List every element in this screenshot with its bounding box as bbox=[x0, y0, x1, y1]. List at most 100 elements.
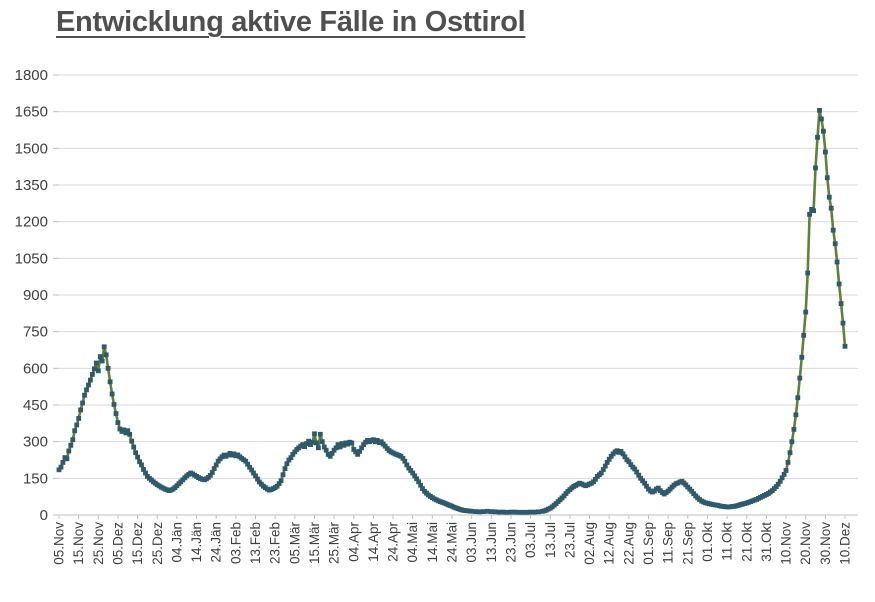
data-point-marker bbox=[247, 464, 252, 470]
y-axis-tick-label: 0 bbox=[40, 507, 48, 524]
x-axis-tick-label: 04.Mai bbox=[405, 522, 420, 563]
data-point-marker bbox=[832, 241, 838, 247]
y-axis-tick-label: 600 bbox=[23, 360, 48, 377]
x-axis-tick-label: 14.Apr bbox=[366, 522, 381, 562]
data-point-marker bbox=[496, 509, 502, 515]
data-point-marker bbox=[129, 438, 135, 444]
x-axis-tick-label: 05.Mär bbox=[287, 522, 302, 565]
data-point-marker bbox=[469, 508, 475, 514]
data-point-marker bbox=[245, 461, 250, 467]
x-axis-label-group: 22.Aug bbox=[621, 522, 636, 565]
data-point-marker bbox=[512, 509, 518, 515]
x-axis-label-group: 01.Sep bbox=[641, 522, 656, 565]
x-axis-tick-label: 23.Jul bbox=[562, 522, 577, 558]
data-point-marker bbox=[211, 466, 217, 471]
data-point-marker bbox=[280, 472, 286, 478]
x-axis-tick-label: 24.Apr bbox=[386, 522, 401, 562]
y-axis-tick-label: 1350 bbox=[15, 177, 48, 194]
data-point-marker bbox=[773, 484, 779, 489]
data-point-marker bbox=[66, 448, 72, 454]
y-axis-tick-label: 1200 bbox=[15, 214, 48, 231]
data-point-marker bbox=[783, 468, 789, 473]
data-point-marker bbox=[86, 382, 91, 388]
data-point-marker bbox=[600, 467, 606, 472]
data-point-marker bbox=[82, 392, 87, 398]
x-axis-label-group: 20.Nov bbox=[798, 522, 813, 565]
data-point-marker bbox=[105, 365, 111, 371]
y-axis-tick-label: 1800 bbox=[15, 67, 48, 84]
x-axis-tick-label: 02.Aug bbox=[582, 522, 597, 565]
data-point-marker bbox=[88, 377, 93, 383]
data-point-marker bbox=[787, 450, 793, 456]
x-axis-label-group: 10.Nov bbox=[779, 522, 794, 565]
data-point-marker bbox=[815, 134, 820, 140]
x-axis-label-group: 05.Nov bbox=[52, 522, 67, 565]
data-point-marker bbox=[64, 456, 70, 462]
data-point-marker bbox=[207, 473, 213, 478]
data-point-marker bbox=[80, 400, 85, 406]
x-axis-tick-label: 14.Jän bbox=[189, 522, 204, 563]
x-axis-tick-label: 03.Feb bbox=[228, 522, 243, 564]
data-point-marker bbox=[598, 470, 604, 476]
data-point-marker bbox=[97, 354, 103, 359]
data-point-marker bbox=[626, 459, 632, 465]
data-point-marker bbox=[516, 509, 522, 515]
x-axis-tick-label: 03.Jul bbox=[523, 522, 538, 558]
x-axis-tick-label: 20.Nov bbox=[798, 522, 813, 565]
data-point-marker bbox=[632, 466, 638, 472]
data-point-marker bbox=[528, 509, 533, 515]
x-axis-label-group: 15.Dez bbox=[130, 522, 145, 565]
data-point-marker bbox=[288, 455, 294, 460]
data-point-marker bbox=[255, 476, 260, 482]
y-axis-tick-label: 750 bbox=[23, 324, 48, 341]
data-point-marker bbox=[410, 470, 416, 476]
x-axis-tick-label: 14.Mai bbox=[425, 522, 440, 563]
x-axis-tick-label: 11.Okt bbox=[720, 522, 735, 561]
data-point-marker bbox=[840, 320, 846, 326]
data-point-marker bbox=[359, 445, 364, 451]
data-point-marker bbox=[524, 509, 530, 515]
data-point-marker bbox=[634, 469, 640, 475]
data-point-marker bbox=[99, 358, 105, 364]
y-axis-tick-label: 150 bbox=[23, 470, 48, 487]
data-point-marker bbox=[74, 422, 80, 428]
data-point-marker bbox=[68, 442, 74, 448]
data-point-marker bbox=[107, 379, 113, 385]
x-axis-label-group: 23.Jul bbox=[562, 522, 577, 558]
x-axis-tick-label: 03.Jun bbox=[464, 522, 479, 563]
data-point-marker bbox=[103, 352, 109, 358]
data-point-marker bbox=[799, 354, 805, 360]
data-point-marker bbox=[282, 466, 288, 471]
data-point-marker bbox=[602, 463, 608, 469]
x-axis-tick-label: 15.Dez bbox=[130, 522, 145, 565]
data-point-marker bbox=[304, 441, 309, 446]
data-point-marker bbox=[278, 478, 284, 484]
x-axis-tick-label: 21.Okt bbox=[739, 522, 754, 562]
data-point-marker bbox=[109, 391, 115, 397]
data-point-marker bbox=[789, 439, 795, 445]
data-point-marker bbox=[353, 449, 359, 455]
data-point-marker bbox=[785, 460, 791, 465]
data-point-marker bbox=[488, 509, 494, 514]
data-point-marker bbox=[101, 344, 107, 350]
data-point-marker bbox=[821, 128, 826, 134]
data-point-marker bbox=[72, 428, 78, 434]
data-point-marker bbox=[593, 476, 598, 482]
data-point-marker bbox=[779, 475, 785, 481]
x-axis-label-group: 30.Nov bbox=[818, 522, 833, 565]
data-point-marker bbox=[306, 438, 311, 444]
data-point-marker bbox=[826, 194, 832, 200]
data-point-marker bbox=[836, 281, 842, 287]
series-markers bbox=[56, 108, 848, 515]
x-axis-tick-label: 24.Jän bbox=[209, 522, 224, 563]
x-axis-label-group: 21.Sep bbox=[680, 522, 695, 565]
data-point-marker bbox=[591, 479, 596, 485]
x-axis-label-group: 11.Sep bbox=[661, 522, 676, 564]
data-point-marker bbox=[781, 472, 787, 477]
x-axis-label-group: 23.Jun bbox=[503, 522, 518, 563]
data-point-marker bbox=[133, 450, 138, 456]
x-axis-label-group: 04.Jän bbox=[169, 522, 184, 563]
data-point-marker bbox=[805, 270, 811, 276]
x-axis-tick-label: 10.Nov bbox=[779, 522, 794, 565]
data-point-marker bbox=[807, 211, 812, 217]
